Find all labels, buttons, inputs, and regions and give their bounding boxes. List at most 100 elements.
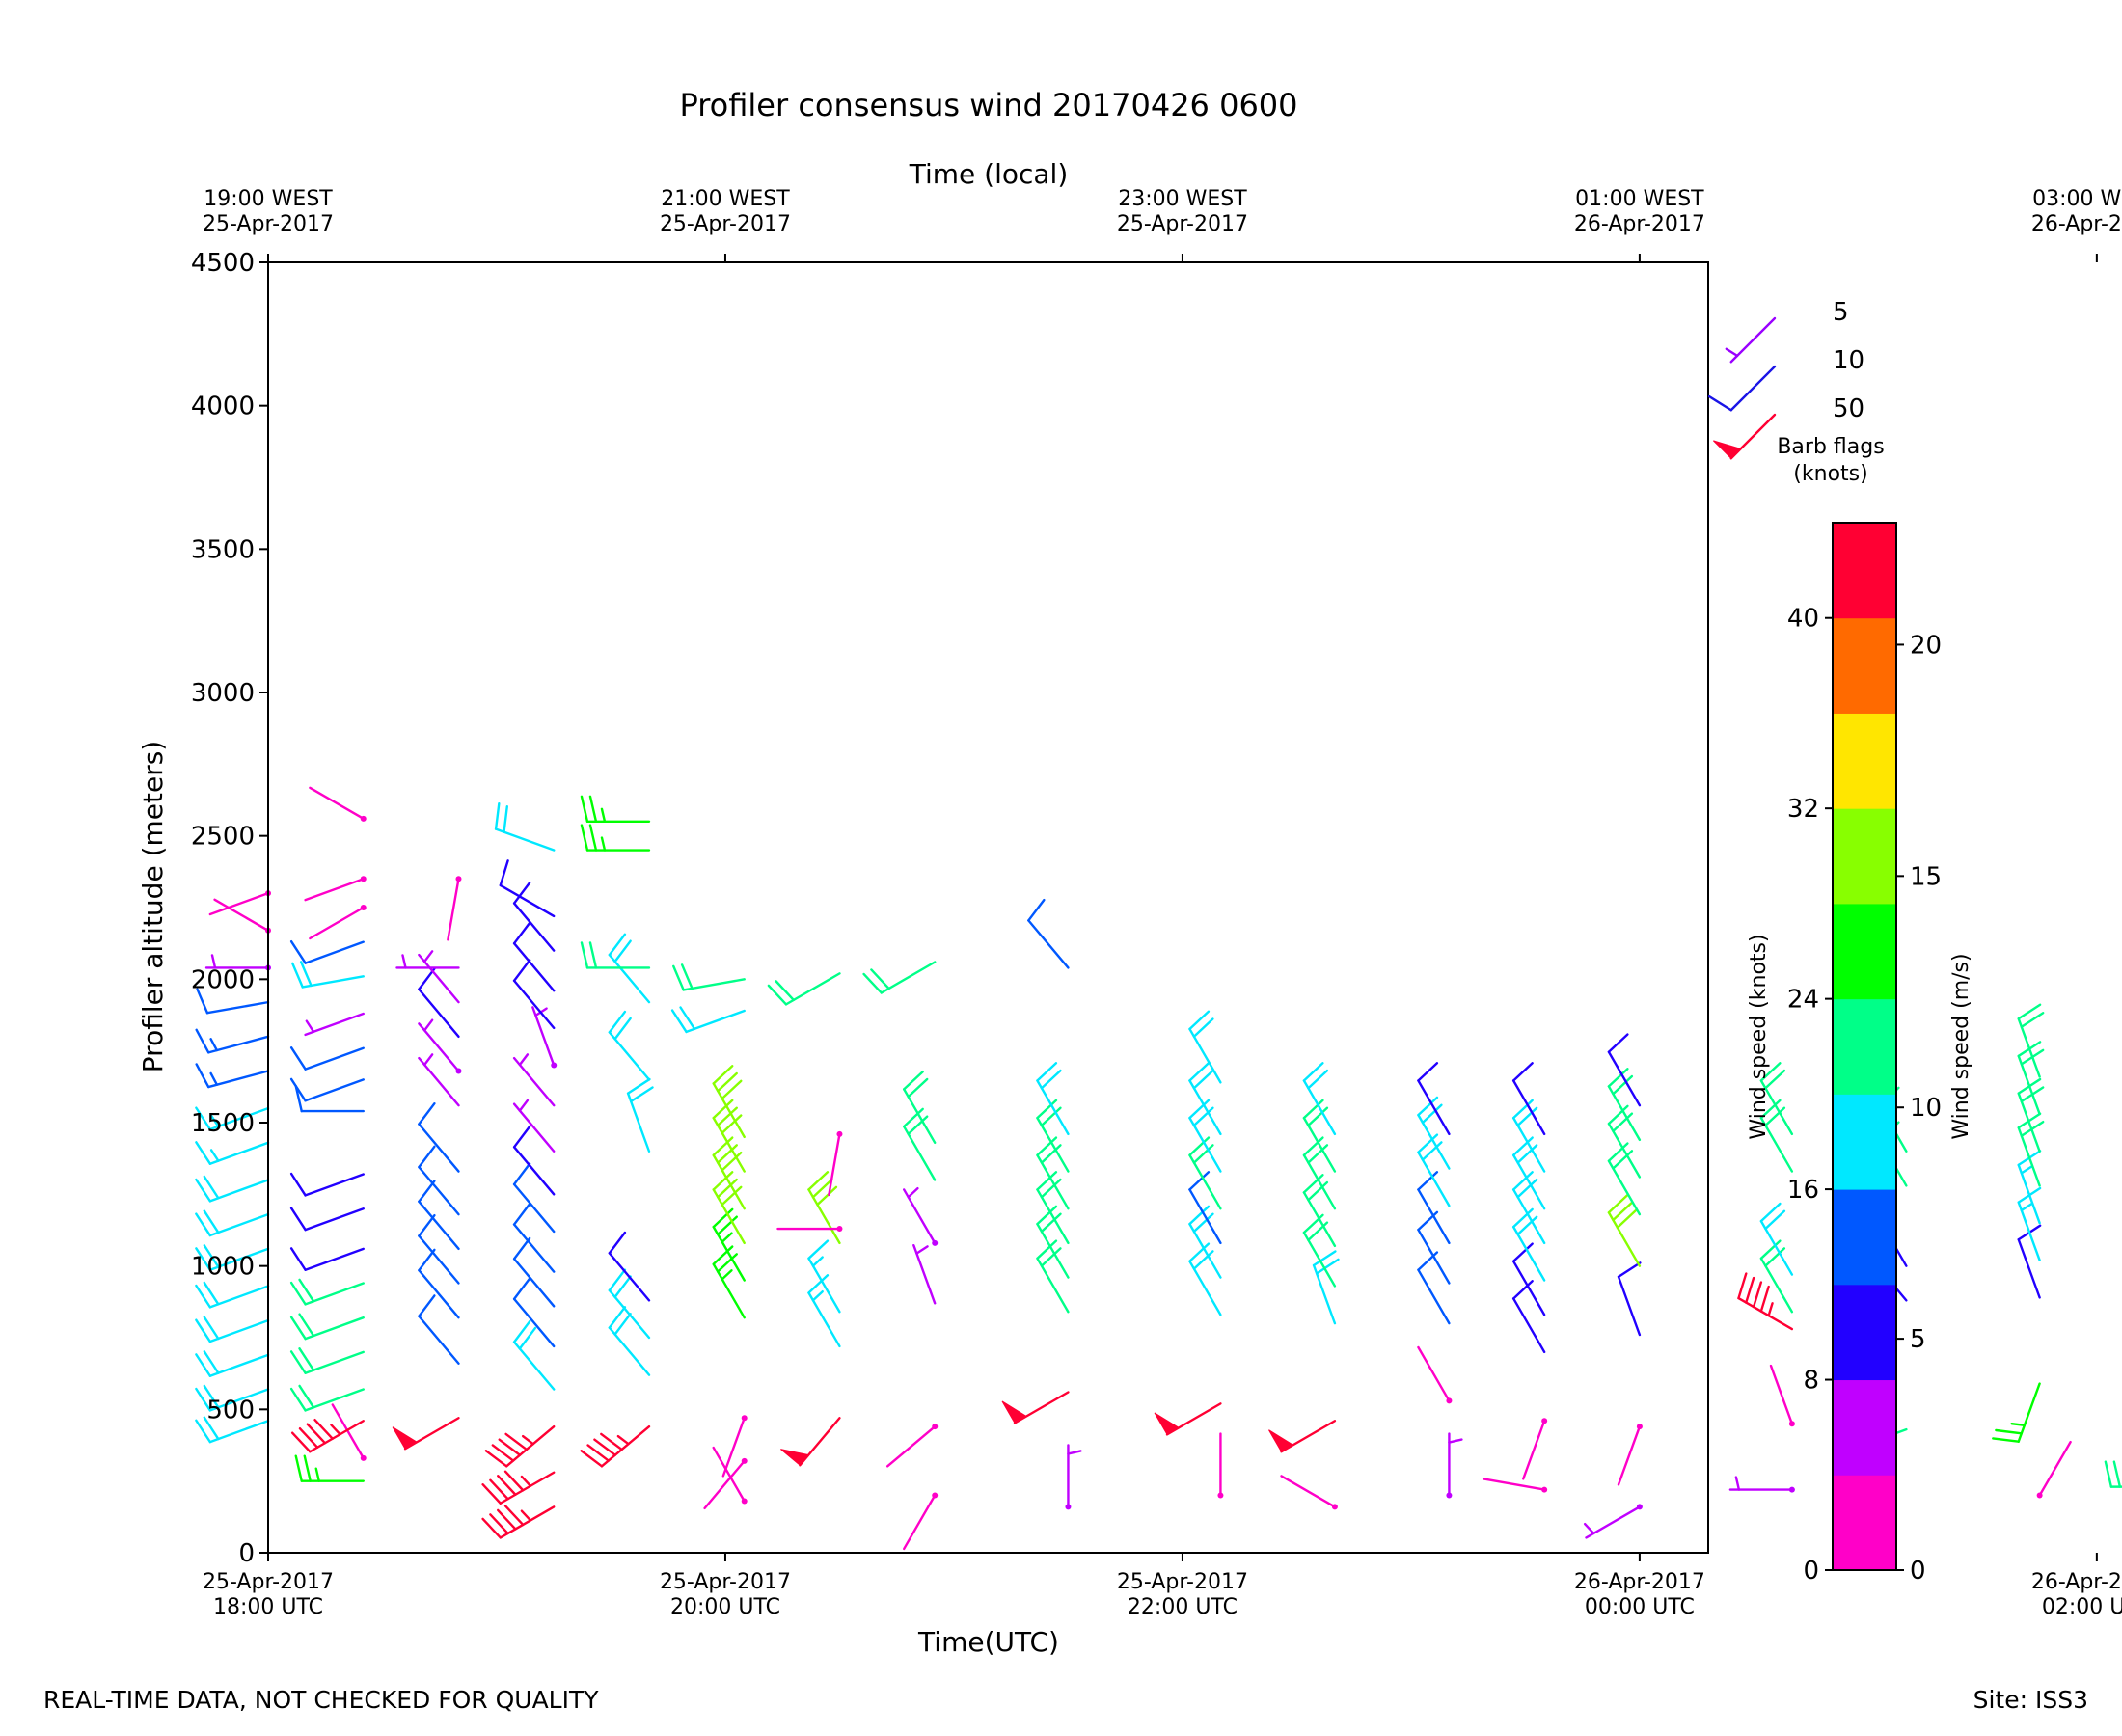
wind-barb: [1607, 1033, 1642, 1107]
wind-barb: [1769, 1364, 1795, 1427]
wind-barb: [512, 1162, 556, 1234]
wind-barb: [1036, 1205, 1070, 1279]
wind-barb: [195, 1281, 270, 1309]
wind-barb: [712, 1065, 746, 1139]
wind-barb: [418, 1102, 460, 1173]
plot-frame: [267, 261, 1709, 1554]
legend-barb: [1725, 316, 1777, 364]
wind-barb: [776, 1226, 843, 1233]
wind-barb: [1036, 1171, 1070, 1245]
colorbar-segment: [1833, 903, 1896, 1000]
colorbar-ms-label: 0: [1910, 1557, 1926, 1586]
wind-barb: [712, 1099, 746, 1173]
legend-label: 10: [1833, 346, 1864, 375]
x-tick-label: 25-Apr-2017: [660, 1570, 791, 1594]
wind-barb: [499, 859, 556, 918]
wind-barb: [1417, 1210, 1451, 1285]
wind-barb: [289, 1247, 365, 1271]
wind-barb: [1417, 1251, 1451, 1325]
wind-barb: [672, 963, 746, 991]
wind-barb: [418, 1180, 460, 1251]
wind-barb: [195, 1063, 270, 1089]
wind-barb: [418, 1213, 460, 1285]
legend-barb: [1713, 413, 1777, 460]
colorbar-ms-label: 5: [1910, 1325, 1926, 1354]
wind-barb: [807, 1239, 841, 1314]
colorbar-ms-label: 15: [1910, 862, 1942, 891]
wind-barb: [195, 1028, 270, 1054]
wind-barb: [903, 1107, 937, 1181]
colorbar-knots-label: 40: [1787, 605, 1819, 634]
wind-barb: [304, 1012, 365, 1037]
wind-barb: [195, 1141, 270, 1165]
wind-barb: [392, 1417, 460, 1451]
colorbar-knots-label: 0: [1803, 1557, 1819, 1586]
wind-barb: [670, 1006, 746, 1034]
top-axis-label: Time (local): [909, 158, 1069, 190]
wind-barb: [1522, 1418, 1548, 1480]
wind-barb: [1446, 1432, 1463, 1499]
wind-barb: [580, 1424, 651, 1468]
wind-barb: [807, 1171, 841, 1245]
x-tick-label: 25-Apr-2017: [1117, 1570, 1248, 1594]
colorbar-ms-label: 20: [1910, 631, 1942, 660]
colorbar-knots-label: 8: [1803, 1367, 1819, 1396]
wind-barb: [1302, 1136, 1337, 1210]
wind-barb: [195, 1350, 270, 1377]
colorbar-ms-label: 10: [1910, 1094, 1942, 1123]
wind-barb: [289, 939, 365, 964]
wind-barb: [294, 1084, 365, 1113]
y-tick-label: 4500: [191, 249, 255, 278]
wind-barb: [608, 933, 651, 1004]
wind-barb: [608, 1010, 651, 1081]
x-top-tick-label: 23:00 WEST: [1118, 187, 1247, 211]
colorbar-knots-label: 16: [1787, 1176, 1819, 1205]
wind-barb: [1302, 1099, 1337, 1173]
wind-barb: [309, 905, 367, 940]
wind-barb: [1482, 1478, 1548, 1493]
wind-barb: [418, 1248, 460, 1319]
axes-layer: 05001000150020002500300035004000450025-A…: [191, 187, 2122, 1619]
wind-barb: [1617, 1261, 1642, 1337]
wind-barb: [1417, 1062, 1451, 1136]
wind-barb: [580, 795, 651, 823]
wind-barb: [195, 1384, 270, 1412]
wind-barb: [1188, 1171, 1222, 1245]
x-tick-label: 00:00 UTC: [1585, 1595, 1695, 1619]
wind-barb: [1302, 1062, 1337, 1136]
wind-barb: [712, 1136, 746, 1210]
wind-barb: [1607, 1104, 1642, 1179]
wind-barbs-layer: [195, 786, 2122, 1551]
wind-barb: [289, 1278, 365, 1306]
wind-barb: [1417, 1133, 1451, 1207]
wind-barb: [1302, 1174, 1337, 1248]
y-tick-label: 500: [206, 1396, 255, 1424]
wind-barb: [1511, 1062, 1546, 1136]
colorbar-segment: [1833, 998, 1896, 1095]
wind-barb: [418, 967, 460, 1039]
wind-barb: [912, 1243, 937, 1305]
wind-barb: [2017, 1003, 2045, 1078]
wind-barb: [712, 1207, 746, 1282]
wind-barb: [195, 1316, 270, 1343]
wind-barb: [703, 1457, 748, 1510]
wind-barb: [712, 1171, 746, 1245]
colorbar-frame: [1832, 522, 1897, 1571]
wind-barb: [1188, 1099, 1222, 1173]
wind-barb: [484, 1424, 556, 1468]
wind-barb: [512, 1125, 556, 1196]
barb-legend: Barb flags (knots) 5 10 50: [1707, 298, 1885, 486]
wind-barb: [1511, 1280, 1546, 1354]
colorbar-label-ms: Wind speed (m/s): [1949, 953, 1973, 1139]
wind-barb: [512, 1099, 556, 1153]
wind-barb: [903, 1492, 939, 1551]
x-top-tick-label: 25-Apr-2017: [660, 212, 791, 236]
x-axis-label: Time(UTC): [917, 1626, 1059, 1658]
wind-barb: [1607, 1142, 1642, 1216]
wind-barb: [309, 786, 367, 822]
wind-barb: [1607, 1193, 1642, 1267]
wind-barb: [1188, 1136, 1222, 1210]
x-top-tick-label: 26-Apr-2017: [1574, 212, 1705, 236]
wind-barb: [395, 954, 460, 969]
wind-barb: [1417, 1096, 1451, 1170]
